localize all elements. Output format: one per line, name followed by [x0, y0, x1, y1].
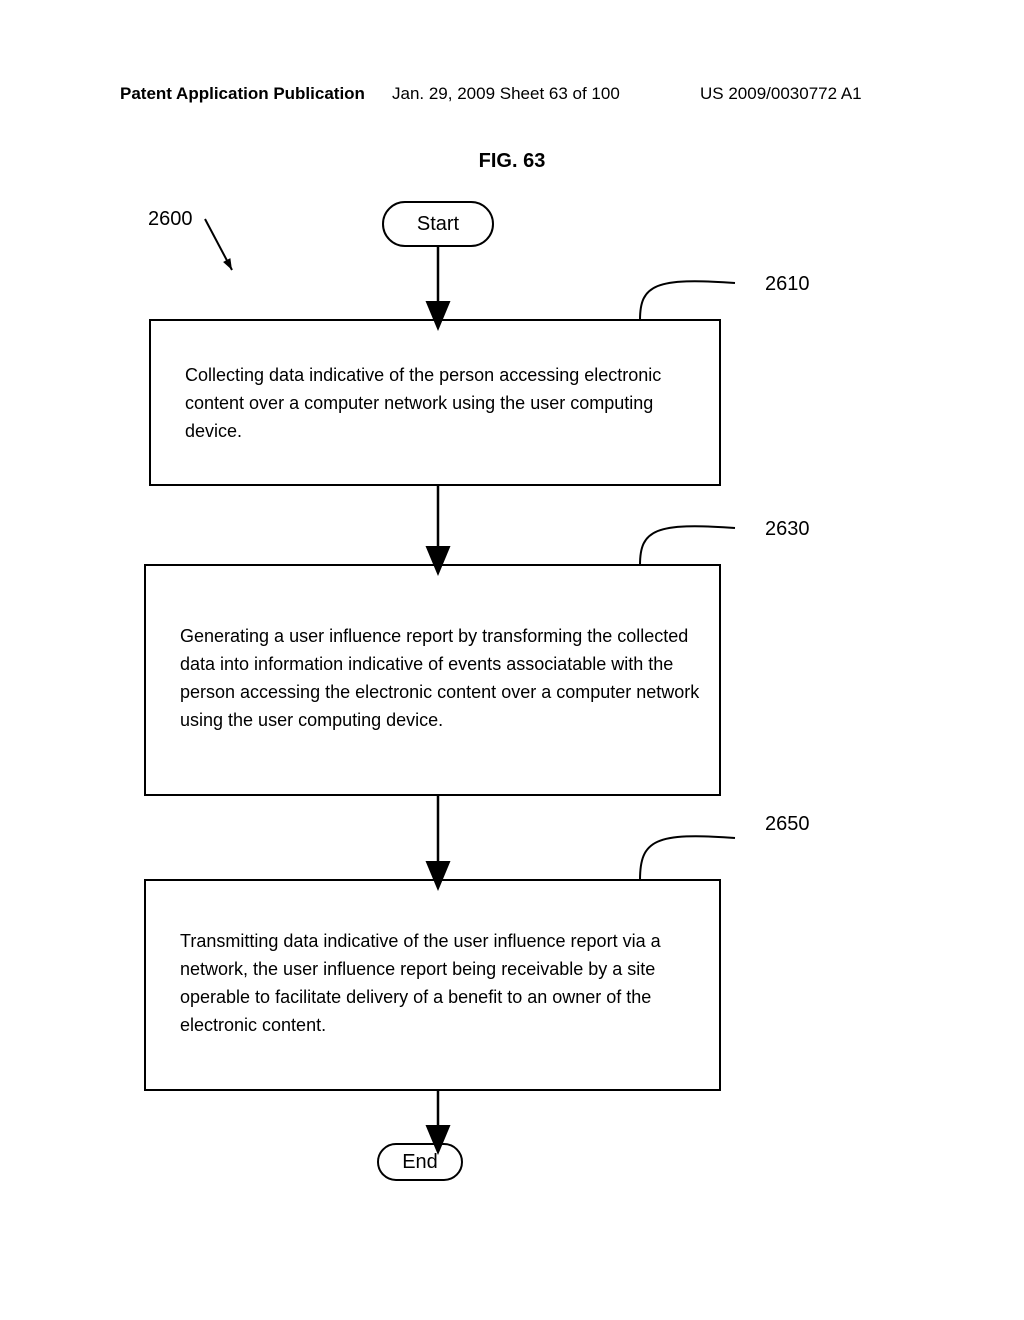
main-ref-label: 2600 — [148, 208, 193, 230]
end-terminator-label: End — [402, 1151, 438, 1173]
process-box-2610: Collecting data indicative of the person… — [150, 273, 810, 485]
lead-line-2630 — [640, 526, 735, 565]
main-ref-arrowhead — [223, 258, 232, 270]
ref-label-2610: 2610 — [765, 273, 810, 295]
process-box-2630: Generating a user influence report by tr… — [145, 518, 810, 795]
ref-label-2650: 2650 — [765, 813, 810, 835]
process-box-2650: Transmitting data indicative of the user… — [145, 813, 810, 1090]
process-box-2610-text: Collecting data indicative of the person… — [185, 362, 713, 446]
start-terminator: Start — [383, 202, 493, 246]
lead-line-2650 — [640, 836, 735, 880]
end-terminator: End — [378, 1144, 462, 1180]
ref-label-2630: 2630 — [765, 518, 810, 540]
lead-line-2610 — [640, 281, 735, 320]
page: Patent Application Publication Jan. 29, … — [0, 0, 1024, 1320]
flowchart-diagram: Start End Collecting data indicative of th… — [0, 0, 1024, 1320]
start-terminator-label: Start — [417, 213, 460, 235]
process-box-2630-text: Generating a user influence report by tr… — [180, 623, 713, 735]
process-box-2650-text: Transmitting data indicative of the user… — [180, 928, 713, 1040]
